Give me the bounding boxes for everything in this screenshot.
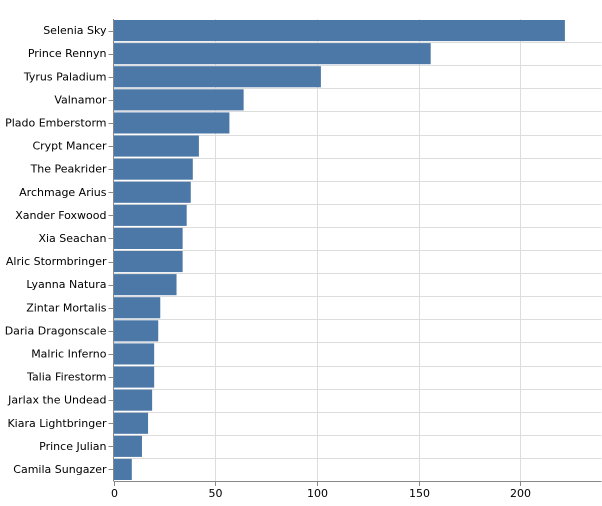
bar <box>114 158 193 180</box>
x-tick-label: 50 <box>209 487 223 500</box>
bar <box>114 389 153 411</box>
bar <box>114 204 187 226</box>
x-tick-label: 100 <box>307 487 328 500</box>
x-axis-tick-labels: 0 50 100 150 200 <box>111 487 531 500</box>
bar <box>114 20 565 42</box>
bar <box>114 66 321 88</box>
category-label: Prince Rennyn <box>28 47 107 60</box>
bar <box>114 89 244 111</box>
bar <box>114 43 431 65</box>
bar <box>114 251 183 273</box>
x-tick-label: 200 <box>510 487 531 500</box>
category-label: Tyrus Paladium <box>23 70 107 83</box>
axis-layer <box>108 19 602 486</box>
category-label: Alric Stormbringer <box>6 255 107 268</box>
category-label: Malric Inferno <box>31 347 107 360</box>
category-label: Valnamor <box>54 93 107 106</box>
bar <box>114 458 132 480</box>
bar <box>114 412 149 434</box>
bar <box>114 343 155 365</box>
category-labels: Selenia Sky Prince Rennyn Tyrus Paladium Va… <box>5 24 107 476</box>
bar <box>114 181 191 203</box>
bar <box>114 320 159 342</box>
category-label: Lyanna Natura <box>26 278 106 291</box>
bar-layer <box>114 20 565 480</box>
category-label: Xander Foxwood <box>15 209 106 222</box>
category-label: Talia Firestorm <box>26 371 106 384</box>
category-label: Kiara Lightbringer <box>7 417 107 430</box>
x-tick-label: 150 <box>409 487 430 500</box>
bar <box>114 297 161 319</box>
bar <box>114 274 177 296</box>
category-label: Jarlax the Undead <box>7 394 106 407</box>
bar <box>114 112 230 134</box>
category-label: Selenia Sky <box>43 24 107 37</box>
category-label: Camila Sungazer <box>13 463 107 476</box>
category-label: Crypt Mancer <box>32 140 107 153</box>
x-tick-label: 0 <box>111 487 118 500</box>
bar <box>114 227 183 249</box>
category-label: The Peakrider <box>30 163 107 176</box>
category-label: Archmage Arius <box>19 186 107 199</box>
bar <box>114 135 199 157</box>
category-label: Zintar Mortalis <box>26 301 107 314</box>
grid-layer <box>113 19 602 482</box>
category-label: Plado Emberstorm <box>5 116 106 129</box>
bar <box>114 366 155 388</box>
category-label: Daria Dragonscale <box>5 324 107 337</box>
bar <box>114 435 142 457</box>
category-label: Prince Julian <box>39 440 106 453</box>
category-label: Xia Seachan <box>38 232 106 245</box>
